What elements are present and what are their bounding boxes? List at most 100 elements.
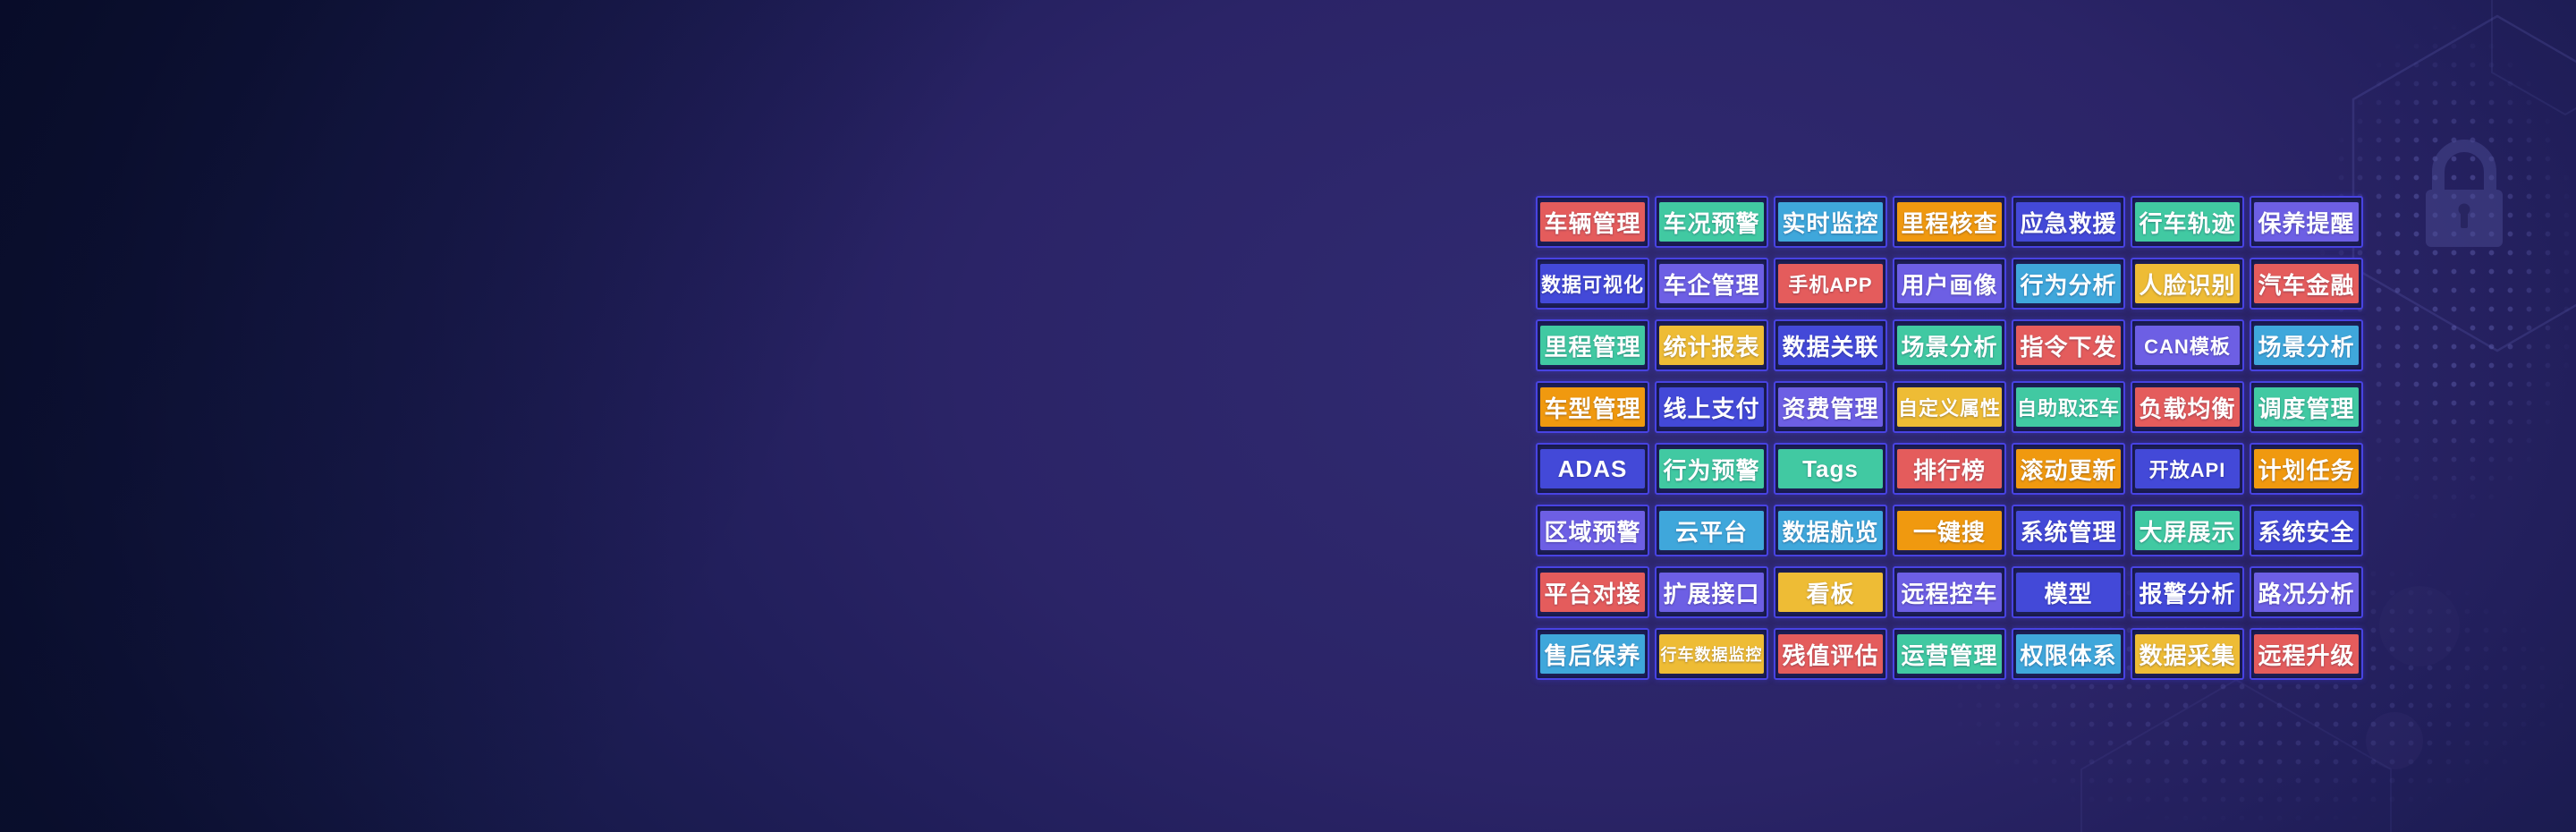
feature-button-label: 自定义属性 (1897, 397, 2001, 420)
feature-button-2-5[interactable]: CAN模板 (2131, 319, 2244, 371)
feature-button-label: ADAS (1557, 454, 1628, 482)
feature-button-fill: 看板 (1778, 573, 1883, 612)
feature-button-5-1[interactable]: 云平台 (1655, 505, 1768, 556)
feature-button-5-3[interactable]: 一键搜 (1893, 505, 2006, 556)
feature-button-1-6[interactable]: 汽车金融 (2250, 258, 2363, 310)
feature-button-0-0[interactable]: 车辆管理 (1536, 196, 1649, 248)
feature-button-2-6[interactable]: 场景分析 (2250, 319, 2363, 371)
feature-button-2-2[interactable]: 数据关联 (1774, 319, 1887, 371)
feature-button-label: 一键搜 (1912, 518, 1986, 546)
feature-button-6-6[interactable]: 路况分析 (2250, 566, 2363, 618)
feature-button-fill: 汽车金融 (2254, 264, 2359, 303)
feature-button-label: 售后保养 (1544, 641, 1641, 669)
feature-button-3-5[interactable]: 负载均衡 (2131, 381, 2244, 433)
feature-button-1-1[interactable]: 车企管理 (1655, 258, 1768, 310)
feature-button-5-0[interactable]: 区域预警 (1536, 505, 1649, 556)
feature-button-0-2[interactable]: 实时监控 (1774, 196, 1887, 248)
feature-button-fill: 运营管理 (1897, 634, 2002, 674)
feature-button-0-3[interactable]: 里程核查 (1893, 196, 2006, 248)
feature-button-5-4[interactable]: 系统管理 (2012, 505, 2125, 556)
feature-button-0-1[interactable]: 车况预警 (1655, 196, 1768, 248)
feature-button-7-6[interactable]: 远程升级 (2250, 628, 2363, 680)
feature-button-fill: ADAS (1540, 449, 1645, 488)
feature-button-1-0[interactable]: 数据可视化 (1536, 258, 1649, 310)
feature-button-fill: 行车轨迹 (2135, 202, 2240, 242)
feature-button-label: 车辆管理 (1544, 209, 1641, 237)
feature-button-fill: 里程管理 (1540, 326, 1645, 365)
feature-button-label: 系统管理 (2020, 518, 2117, 546)
feature-button-fill: 应急救援 (2016, 202, 2121, 242)
feature-button-label: 指令下发 (2020, 333, 2117, 361)
feature-button-label: 车况预警 (1663, 209, 1760, 237)
feature-button-label: 滚动更新 (2020, 456, 2117, 484)
feature-button-7-3[interactable]: 运营管理 (1893, 628, 2006, 680)
feature-button-fill: 行为分析 (2016, 264, 2121, 303)
feature-button-label: 行为分析 (2020, 271, 2117, 299)
feature-button-6-5[interactable]: 报警分析 (2131, 566, 2244, 618)
feature-button-1-5[interactable]: 人脸识别 (2131, 258, 2244, 310)
feature-button-7-1[interactable]: 行车数据监控 (1655, 628, 1768, 680)
feature-button-0-6[interactable]: 保养提醒 (2250, 196, 2363, 248)
feature-button-6-4[interactable]: 模型 (2012, 566, 2125, 618)
feature-button-5-6[interactable]: 系统安全 (2250, 505, 2363, 556)
feature-button-4-1[interactable]: 行为预警 (1655, 443, 1768, 495)
feature-button-fill: 自助取还车 (2016, 387, 2121, 427)
feature-button-6-1[interactable]: 扩展接口 (1655, 566, 1768, 618)
feature-button-fill: 数据采集 (2135, 634, 2240, 674)
feature-button-6-3[interactable]: 远程控车 (1893, 566, 2006, 618)
feature-button-fill: 自定义属性 (1897, 387, 2002, 427)
feature-button-5-5[interactable]: 大屏展示 (2131, 505, 2244, 556)
feature-button-2-3[interactable]: 场景分析 (1893, 319, 2006, 371)
feature-button-7-4[interactable]: 权限体系 (2012, 628, 2125, 680)
feature-button-7-5[interactable]: 数据采集 (2131, 628, 2244, 680)
feature-button-3-4[interactable]: 自助取还车 (2012, 381, 2125, 433)
feature-button-4-5[interactable]: 开放API (2131, 443, 2244, 495)
feature-button-2-4[interactable]: 指令下发 (2012, 319, 2125, 371)
feature-button-4-6[interactable]: 计划任务 (2250, 443, 2363, 495)
feature-button-4-4[interactable]: 滚动更新 (2012, 443, 2125, 495)
feature-button-6-2[interactable]: 看板 (1774, 566, 1887, 618)
feature-button-label: 应急救援 (2020, 209, 2117, 237)
feature-button-4-2[interactable]: Tags (1774, 443, 1887, 495)
feature-button-fill: 计划任务 (2254, 449, 2359, 488)
feature-button-label: 行车轨迹 (2139, 209, 2236, 237)
feature-button-0-4[interactable]: 应急救援 (2012, 196, 2125, 248)
feature-button-7-0[interactable]: 售后保养 (1536, 628, 1649, 680)
feature-button-1-4[interactable]: 行为分析 (2012, 258, 2125, 310)
feature-button-label: 数据关联 (1782, 333, 1879, 361)
feature-button-label: 用户画像 (1901, 271, 1998, 299)
feature-button-fill: 资费管理 (1778, 387, 1883, 427)
feature-button-4-3[interactable]: 排行榜 (1893, 443, 2006, 495)
feature-button-label: 权限体系 (2020, 641, 2117, 669)
feature-button-0-5[interactable]: 行车轨迹 (2131, 196, 2244, 248)
feature-button-fill: 调度管理 (2254, 387, 2359, 427)
feature-button-label: 扩展接口 (1663, 580, 1760, 607)
feature-button-1-2[interactable]: 手机APP (1774, 258, 1887, 310)
feature-button-label: 云平台 (1674, 518, 1748, 546)
feature-button-2-1[interactable]: 统计报表 (1655, 319, 1768, 371)
feature-button-3-2[interactable]: 资费管理 (1774, 381, 1887, 433)
feature-button-3-3[interactable]: 自定义属性 (1893, 381, 2006, 433)
feature-button-label: 场景分析 (1901, 333, 1998, 361)
feature-button-fill: 行车数据监控 (1659, 634, 1764, 674)
feature-button-2-0[interactable]: 里程管理 (1536, 319, 1649, 371)
feature-button-3-0[interactable]: 车型管理 (1536, 381, 1649, 433)
feature-button-label: 路况分析 (2258, 580, 2355, 607)
feature-button-label: 自助取还车 (2016, 397, 2120, 420)
feature-button-fill: 路况分析 (2254, 573, 2359, 612)
feature-button-label: 报警分析 (2139, 580, 2236, 607)
feature-button-fill: 模型 (2016, 573, 2121, 612)
feature-button-fill: 数据关联 (1778, 326, 1883, 365)
feature-button-label: 里程核查 (1901, 209, 1998, 237)
feature-button-3-6[interactable]: 调度管理 (2250, 381, 2363, 433)
feature-button-1-3[interactable]: 用户画像 (1893, 258, 2006, 310)
feature-button-3-1[interactable]: 线上支付 (1655, 381, 1768, 433)
feature-button-5-2[interactable]: 数据航览 (1774, 505, 1887, 556)
feature-button-7-2[interactable]: 残值评估 (1774, 628, 1887, 680)
feature-button-label: 资费管理 (1782, 395, 1879, 422)
feature-button-fill: 指令下发 (2016, 326, 2121, 365)
feature-button-4-0[interactable]: ADAS (1536, 443, 1649, 495)
feature-button-6-0[interactable]: 平台对接 (1536, 566, 1649, 618)
feature-button-fill: 平台对接 (1540, 573, 1645, 612)
